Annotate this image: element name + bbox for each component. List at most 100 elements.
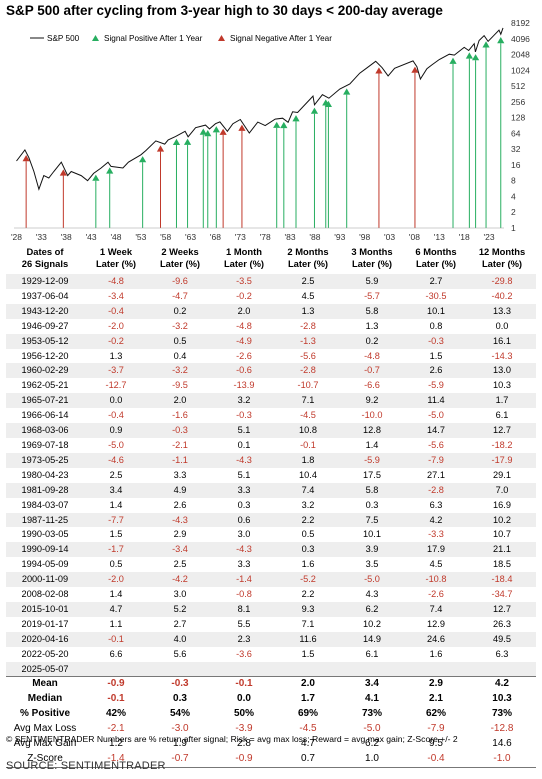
return-cell: 4.9: [148, 482, 212, 498]
signal-positive-marker: [280, 121, 288, 129]
summary-value: -1.4: [84, 752, 148, 768]
y-tick-label: 2: [511, 207, 516, 217]
summary-value: -0.9: [84, 676, 148, 693]
return-cell: 7.5: [340, 512, 404, 528]
return-cell: -5.9: [428, 380, 444, 391]
return-cell: -9.6: [148, 274, 212, 289]
x-tick-label: '58: [160, 232, 171, 242]
return-cell: 3.3: [173, 469, 187, 480]
return-cell: 7.4: [404, 601, 468, 617]
y-tick-label: 2048: [511, 50, 530, 60]
x-tick-label: '48: [110, 232, 121, 242]
table-row: 1968-03-06 0.9 -0.3 5.1 10.8 12.8 14.7 12.7: [6, 423, 536, 438]
return-cell: -2.8: [276, 363, 340, 379]
return-cell: 14.7: [404, 423, 468, 438]
return-cell: 1.4: [365, 439, 379, 450]
signal-positive-marker: [465, 52, 473, 59]
return-cell: 29.1: [493, 469, 511, 480]
summary-row: Z-Score -1.4 -0.7 -0.9 0.7 1.0 -0.4 -1.0: [6, 752, 536, 768]
return-cell: -2.8: [404, 482, 468, 498]
column-header: 2 Weeks Later (%): [159, 246, 201, 269]
signal-positive-marker: [324, 100, 332, 107]
return-cell: -3.4: [108, 290, 124, 301]
return-cell: -4.9: [212, 333, 276, 349]
signal-date-cell: 2008-02-08: [21, 589, 69, 600]
legend-label: S&P 500: [47, 34, 80, 43]
summary-row: Avg Max Gain 1.2 1.9 2.8 4.7 6.2 9.5 14.6: [6, 737, 536, 752]
legend-negative-swatch: [218, 35, 225, 41]
return-cell: -0.8: [236, 589, 252, 600]
return-cell: 0.3: [237, 499, 251, 510]
column-header: Dates of 26 Signals: [21, 246, 69, 269]
return-cell: 5.8: [340, 482, 404, 498]
summary-value: -1.0: [468, 752, 536, 768]
return-cell: 0.5: [148, 333, 212, 349]
summary-value: 69%: [297, 708, 318, 720]
return-cell: -5.0: [340, 572, 404, 588]
signal-negative-marker: [219, 128, 227, 135]
column-header: 3 Months Later (%): [351, 246, 393, 269]
table-row: 2000-11-09 -2.0 -4.2 -1.4 -5.2 -5.0 -10.8 -18.4: [6, 572, 536, 588]
return-cell: -18.4: [468, 572, 536, 588]
table-row: 1937-06-04 -3.4 -4.7 -0.2 4.5 -5.7 -30.5 -40.2: [6, 289, 536, 304]
x-tick-label: '73: [235, 232, 246, 242]
return-cell: -17.9: [468, 452, 536, 468]
return-cell: -10.8: [404, 572, 468, 588]
summary-row: Median -0.1 0.3 0.0 1.7 4.1 2.1 10.3: [6, 692, 536, 707]
signal-positive-marker: [471, 54, 480, 61]
return-cell: -7.7: [84, 512, 148, 528]
return-cell: 5.5: [237, 618, 251, 629]
return-cell: -4.5: [300, 410, 316, 421]
signal-date-cell: 2020-04-16: [6, 631, 84, 647]
return-cell: -10.0: [361, 410, 383, 421]
return-cell: -3.3: [428, 529, 444, 540]
signal-negative-marker: [59, 169, 67, 176]
signal-date-cell: 1943-12-20: [6, 303, 84, 319]
signal-date-cell: 1987-11-25: [6, 512, 84, 528]
return-cell: 13.3: [468, 303, 536, 319]
return-cell: 1.6: [429, 648, 443, 659]
x-tick-label: '88: [309, 232, 320, 242]
return-cell: 6.2: [340, 601, 404, 617]
return-cell: 11.6: [276, 631, 340, 647]
summary-value: 2.8: [237, 738, 251, 750]
return-cell: 10.1: [404, 303, 468, 319]
y-tick-label: 4096: [511, 34, 530, 44]
return-cell: 12.8: [340, 423, 404, 438]
summary-value: -3.0: [171, 723, 189, 735]
return-cell: -4.6: [84, 452, 148, 468]
summary-value: 1.2: [109, 738, 123, 750]
signal-date-cell: 1980-04-23: [21, 469, 69, 480]
signal-date-cell: 1956-12-20: [21, 350, 69, 361]
return-cell: 17.9: [404, 542, 468, 558]
return-cell: -5.9: [340, 452, 404, 468]
return-cell: -4.8: [236, 320, 252, 331]
x-tick-label: '38: [61, 232, 72, 242]
x-tick-label: '43: [86, 232, 97, 242]
return-cell: -18.2: [491, 439, 513, 450]
y-tick-label: 8192: [511, 18, 530, 28]
summary-value: -7.9: [427, 723, 445, 735]
return-cell: 1.4: [109, 589, 123, 600]
return-cell: 6.3: [429, 499, 443, 510]
signal-positive-marker: [343, 88, 351, 95]
return-cell: 2.0: [212, 303, 276, 319]
table-row: 1953-05-12 -0.2 0.5 -4.9 -1.3 0.2 -0.3 16.1: [6, 333, 536, 349]
x-tick-label: '03: [384, 232, 395, 242]
signal-date-cell: 1946-09-27: [21, 320, 69, 331]
signal-negative-marker: [411, 66, 419, 73]
return-cell: 4.5: [429, 559, 443, 570]
return-cell: 11.4: [404, 393, 468, 409]
summary-value: -0.7: [148, 752, 212, 768]
return-cell: 10.4: [299, 469, 317, 480]
x-tick-label: '83: [285, 232, 296, 242]
return-cell: 3.5: [365, 559, 379, 570]
return-cell: -5.6: [428, 439, 444, 450]
signal-date-cell: 2015-10-01: [6, 601, 84, 617]
column-header: 2 Months Later (%): [287, 246, 329, 269]
summary-value: 1.0: [340, 752, 404, 768]
return-cell: 3.0: [237, 529, 251, 540]
return-cell: 1.5: [109, 529, 123, 540]
return-cell: 3.4: [84, 482, 148, 498]
return-cell: 0.5: [301, 529, 315, 540]
